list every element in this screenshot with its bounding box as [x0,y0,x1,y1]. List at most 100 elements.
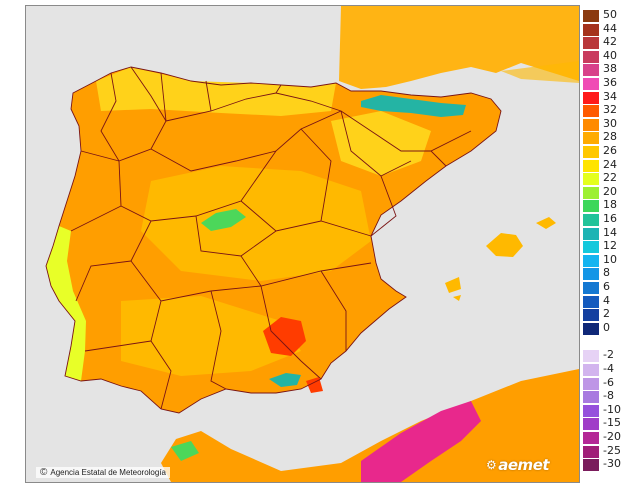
legend-label: -10 [603,402,621,416]
island-formentera [453,295,461,301]
zone-warm-center [141,166,371,281]
province-border [118,150,277,222]
legend-swatch [583,50,599,63]
legend-swatch [583,322,599,335]
province-border [165,92,342,122]
province-border [70,205,122,232]
legend-item: 12 [583,239,630,254]
legend-swatch [583,173,599,186]
legend-swatch [583,146,599,158]
province-border [100,66,167,162]
legend-label: 4 [603,293,610,307]
province-border [205,80,212,112]
island-mallorca [486,233,523,257]
legend-item: 18 [583,198,630,213]
province-border [300,128,332,222]
legend-item: 30 [583,116,630,131]
legend-item: 50 [583,8,630,22]
province-border [240,200,372,237]
legend-swatch [583,282,599,294]
legend-swatch [583,445,599,458]
legend-label: 20 [603,184,617,198]
legend-swatch [583,377,599,390]
legend-item: -30 [583,457,630,472]
legend-label: 12 [603,239,617,253]
province-border [260,285,322,380]
legend-swatch [583,105,599,118]
legend-label: 16 [603,212,617,225]
legend-swatch [583,227,599,240]
zone-central-system [201,209,246,231]
legend-label: 22 [603,171,617,185]
province-border [240,255,262,287]
legend-swatch [583,350,599,363]
legend-label: -20 [603,430,621,443]
legend-swatch [583,37,599,50]
legend-label: 10 [603,252,617,266]
legend-swatch [583,118,599,131]
france-region [339,6,579,89]
legend-label: 24 [603,157,617,171]
zone-sierra-nevada [269,373,301,387]
legend-label: 30 [603,116,617,130]
legend-item: 16 [583,212,630,226]
province-border [320,270,347,351]
zone-hot-spot-coast [306,377,323,393]
legend-item: 32 [583,103,630,118]
aemet-logo: ⚙ aemet [486,456,550,474]
legend-item: 22 [583,171,630,186]
france-south-coast [501,61,579,83]
legend-swatch [583,391,599,404]
legend-label: 50 [603,8,617,21]
legend-item: -25 [583,443,630,458]
legend-swatch [583,268,599,281]
legend-label: -2 [603,348,614,362]
legend-label: 42 [603,35,617,49]
province-border [150,110,472,172]
legend-item: 2 [583,308,630,322]
north-africa [161,369,579,482]
legend-item: 34 [583,89,630,104]
legend-item: -2 [583,348,630,363]
legend-label: -6 [603,375,614,389]
legend-label: -30 [603,457,621,471]
province-border [160,72,167,122]
legend-item: 44 [583,22,630,36]
legend-swatch [583,432,599,444]
legend-swatch [583,10,599,22]
legend-swatch [583,459,599,472]
legend-label: 8 [603,266,610,280]
legend-label: -8 [603,389,614,403]
coastline [45,66,502,414]
legend-item: 4 [583,293,630,308]
legend-item: 26 [583,145,630,158]
legend-item: -8 [583,389,630,404]
province-border [210,290,227,390]
legend-swatch [583,418,599,431]
legend-label: 32 [603,103,617,117]
legend-item: -6 [583,375,630,390]
legend-gap [583,336,599,353]
province-border [370,160,412,237]
zone-pyrenees [361,95,466,117]
zone-cool-ebro [331,111,431,176]
credit-text: Agencia Estatal de Meteorología [50,468,167,477]
legend-swatch [583,214,599,226]
province-border [340,110,382,177]
copyright-icon: © [40,466,48,478]
legend-item: -4 [583,362,630,376]
legend-label: 34 [603,89,617,103]
zone-warm-south [121,296,301,376]
legend-label: 18 [603,198,617,212]
province-border [150,300,172,410]
legend-item: 14 [583,226,630,240]
legend-label: -25 [603,443,621,457]
legend-label: 0 [603,320,610,334]
legend-item: -20 [583,430,630,444]
legend-item: -10 [583,402,630,417]
zone-coast-africa [171,441,199,461]
legend-label: -4 [603,362,614,375]
legend-label: 6 [603,280,610,293]
legend-item: 36 [583,77,630,90]
legend-item: 40 [583,49,630,63]
